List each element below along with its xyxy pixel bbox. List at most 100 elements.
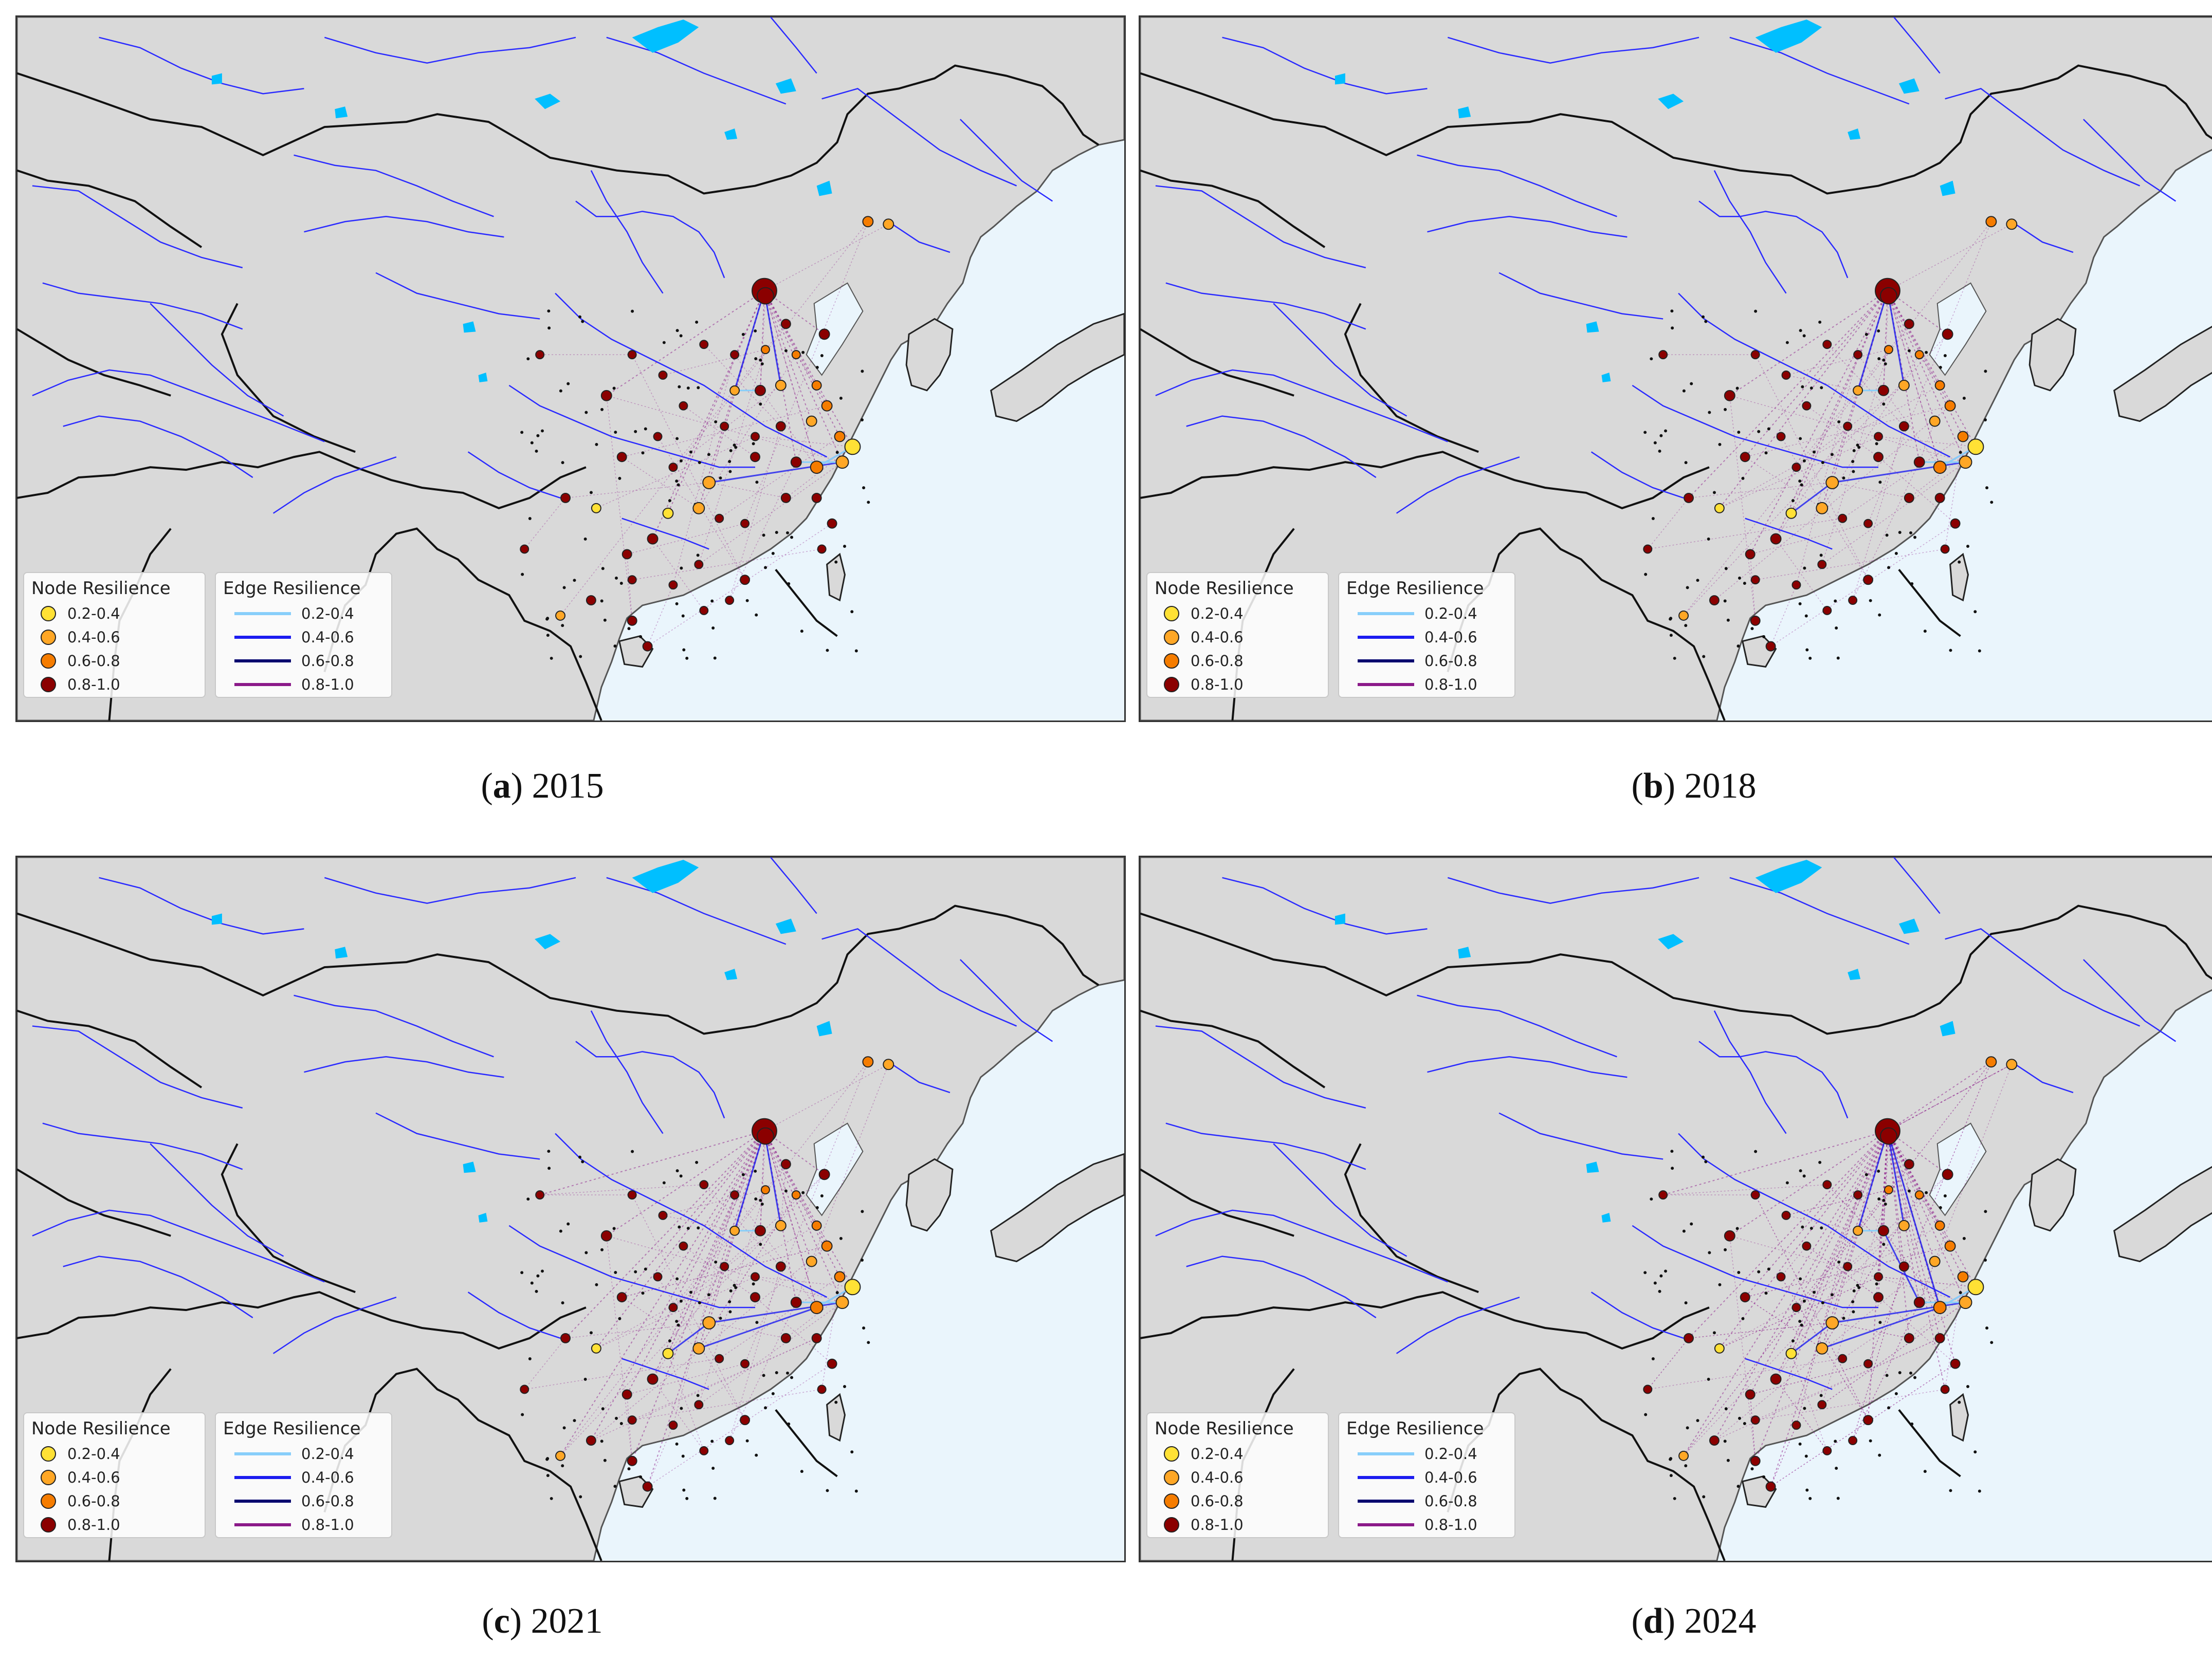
city-node (1740, 452, 1750, 463)
city-dot (566, 382, 570, 385)
caption-year: 2015 (532, 766, 604, 806)
city-dot (850, 610, 854, 614)
legend-label: 0.8-1.0 (1424, 1516, 1477, 1534)
edge-line (1852, 1266, 1905, 1441)
city-dot (1966, 1385, 1969, 1389)
edge-line (1688, 290, 1888, 498)
edge-line (1842, 1276, 1963, 1359)
river (1447, 877, 1699, 904)
city-dot (1799, 329, 1802, 333)
river (1417, 994, 1617, 1058)
river (1222, 36, 1428, 95)
edge-line (565, 1322, 709, 1339)
city-dot (1877, 357, 1881, 360)
river (1165, 282, 1366, 330)
city-dot (1887, 566, 1891, 569)
city-dot (1651, 517, 1655, 520)
taiwan-island (826, 1393, 846, 1442)
legend-label: 0.4-0.6 (301, 629, 354, 646)
city-dot (535, 1289, 538, 1293)
city-dot (1735, 1227, 1739, 1230)
city-node (627, 575, 637, 585)
edge-line (1775, 1266, 1848, 1379)
country-border (17, 64, 1100, 195)
city-dot (1973, 610, 1977, 614)
city-node (751, 1272, 760, 1282)
city-dot (1984, 1259, 1987, 1262)
country-border (17, 328, 171, 397)
edge-line (1775, 539, 1827, 611)
city-dot (589, 491, 593, 494)
edge-line (1683, 1131, 1888, 1456)
legend-title: Edge Resilience (223, 1418, 361, 1439)
river (304, 1056, 504, 1078)
city-dot (1653, 1281, 1657, 1285)
edge-line (703, 344, 781, 427)
edge-line (1754, 1194, 1869, 1420)
city-dot (1925, 1191, 1928, 1194)
lake (1848, 128, 1861, 140)
city-dot (867, 501, 870, 504)
city-node (1684, 492, 1694, 503)
city-node (1929, 1255, 1941, 1267)
city-dot (561, 461, 564, 465)
city-node (1942, 328, 1953, 340)
city-node (1770, 1373, 1782, 1385)
city-dot (1852, 1310, 1855, 1314)
edge-line (1729, 1130, 1888, 1236)
edge-line (626, 1131, 765, 1395)
japan-islands (990, 312, 1124, 422)
city-node (844, 1279, 861, 1296)
city-node (600, 390, 612, 401)
city-node (806, 1255, 817, 1267)
city-dot (1670, 309, 1674, 313)
edge-line (667, 1353, 704, 1451)
city-dot (1750, 1467, 1754, 1471)
city-node (692, 502, 705, 514)
city-dot (861, 370, 864, 373)
legend-line (234, 683, 291, 686)
legend-label: 0.2-0.4 (67, 1445, 120, 1463)
edge-line (1775, 1379, 1827, 1451)
lake (816, 1021, 832, 1037)
city-node (1879, 1127, 1897, 1145)
river (99, 877, 304, 935)
edge-line (621, 456, 699, 509)
japan-islands (2113, 1166, 2212, 1263)
city-dot (681, 1454, 685, 1458)
edge-line (1878, 1297, 1956, 1364)
legend-label: 0.4-0.6 (67, 629, 120, 646)
legend-row: 0.8-1.0 (223, 1513, 384, 1537)
panel-caption: (d) 2024 (1631, 1601, 1757, 1641)
city-dot (1851, 460, 1855, 463)
city-dot (754, 329, 757, 333)
edge-line (1750, 1363, 1869, 1395)
legend-label: 0.6-0.8 (301, 652, 354, 670)
city-node (586, 1435, 596, 1446)
edge-line (1790, 290, 1888, 514)
river (1186, 1255, 1377, 1319)
river (1165, 1122, 1366, 1170)
city-dot (1821, 1301, 1824, 1304)
city-dot (612, 386, 616, 390)
city-node (1898, 1220, 1910, 1231)
city-dot (685, 656, 689, 660)
city-dot (697, 386, 700, 390)
lake (1601, 1212, 1611, 1223)
legend-label: 0.6-0.8 (67, 652, 120, 670)
city-dot (644, 1267, 647, 1271)
city-dot (1842, 1317, 1845, 1320)
city-dot (786, 1371, 789, 1375)
city-dot (547, 309, 551, 313)
city-dot (1762, 1475, 1766, 1479)
city-node (692, 1342, 705, 1355)
city-node (647, 1373, 659, 1385)
legend-dot (41, 606, 56, 621)
edge-line (591, 1246, 828, 1441)
river (1155, 1025, 1366, 1109)
city-node (1750, 1415, 1760, 1425)
edge-line (796, 354, 817, 386)
edge-line (606, 1130, 765, 1236)
city-dot (1696, 1419, 1699, 1423)
city-dot (1837, 420, 1841, 423)
